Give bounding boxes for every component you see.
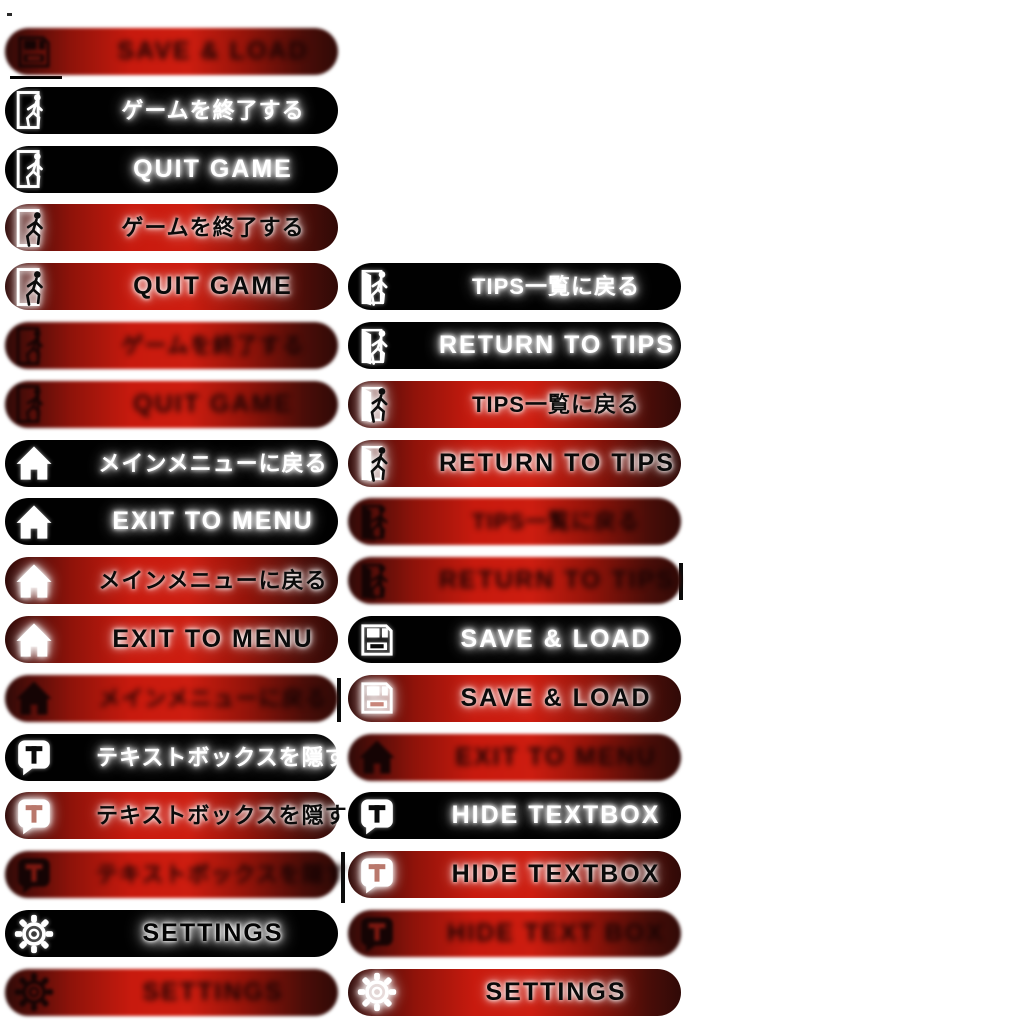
home-icon [16,446,52,480]
button-hide-textbox-en-pressed[interactable]: HIDE TEXT BOX [348,910,681,957]
button-label: メインメニューに戻る [98,685,328,711]
button-label: メインメニューに戻る [98,568,328,594]
button-exit-menu-ja-hover[interactable]: メインメニューに戻る [5,557,338,605]
home-icon [16,505,52,539]
button-return-tips-ja[interactable]: TIPS一覧に戻る [348,263,681,311]
button-exit-menu-en-pressed[interactable]: EXIT TO MENU [348,733,681,781]
button-label: メインメニューに戻る [98,450,328,476]
button-hide-textbox-ja-hover[interactable]: テキストボックスを隠す [5,792,347,840]
button-quit-game-ja-pressed[interactable]: ゲームを終了する [5,322,338,369]
gear-icon [14,973,54,1012]
button-label: TIPS一覧に戻る [472,391,640,417]
button-label: SAVE & LOAD [117,37,309,65]
button-return-tips-ja-hover[interactable]: TIPS一覧に戻る [348,380,681,428]
button-label: EXIT TO MENU [455,742,657,771]
button-label: QUIT GAME [133,154,293,183]
button-exit-menu-ja-pressed[interactable]: メインメニューに戻る [5,674,338,722]
button-label: SETTINGS [485,977,627,1006]
button-exit-menu-en[interactable]: EXIT TO MENU [5,498,338,546]
floppy-icon [361,623,393,656]
button-label: テキストボックスを隠す [96,803,348,829]
door-open-icon [361,446,388,482]
door-open-icon [361,504,388,541]
button-settings-pressed[interactable]: SETTINGS [5,968,338,1016]
exit-door-icon [16,385,43,424]
exit-door-icon [16,326,43,365]
home-icon [16,681,52,715]
button-return-tips-en-pressed[interactable]: RETURN TO TIPS [348,557,681,605]
exit-door-icon [16,208,43,247]
floppy-icon [361,682,393,714]
button-label: RETURN TO TIPS [439,448,675,477]
button-label: ゲームを終了する [121,215,305,241]
button-label: TIPS一覧に戻る [472,509,640,535]
button-label: HIDE TEXT BOX [447,919,665,947]
floppy-icon [18,35,50,68]
button-save-load-hover[interactable]: SAVE & LOAD [348,674,681,722]
door-open-icon [361,269,388,306]
button-settings-hover[interactable]: SETTINGS [348,968,681,1016]
button-label: HIDE TEXTBOX [451,801,661,830]
textbox-icon [361,916,393,952]
button-label: HIDE TEXTBOX [451,860,661,889]
button-return-tips-en-hover[interactable]: RETURN TO TIPS [348,439,681,487]
door-open-icon [361,328,388,365]
exit-door-icon [16,150,43,189]
exit-door-icon [16,91,43,130]
sprite-artifact-sliver [679,563,683,600]
textbox-icon [361,799,393,835]
button-label: QUIT GAME [133,389,293,418]
button-label: RETURN TO TIPS [439,331,675,359]
button-quit-game-en-pressed[interactable]: QUIT GAME [5,380,338,428]
button-hide-textbox-en-hover[interactable]: HIDE TEXTBOX [348,851,681,899]
button-exit-menu-en-hover[interactable]: EXIT TO MENU [5,616,338,663]
button-save-load[interactable]: SAVE & LOAD [348,616,681,663]
button-exit-menu-ja[interactable]: メインメニューに戻る [5,439,338,487]
sprite-artifact-sliver [341,852,345,903]
button-return-tips-en[interactable]: RETURN TO TIPS [348,322,681,369]
gear-icon [357,973,397,1012]
sprite-artifact-tick [7,13,12,16]
button-quit-game-ja[interactable]: ゲームを終了する [5,86,338,134]
home-icon [16,622,52,657]
button-label: ゲームを終了する [121,333,305,358]
button-label: EXIT TO MENU [112,625,314,653]
gear-icon [14,914,54,953]
door-open-icon [361,387,388,424]
button-label: RETURN TO TIPS [439,566,675,595]
button-label: テキストボックスを隠す [96,744,348,770]
door-open-icon [361,563,388,600]
button-hide-textbox-ja-pressed[interactable]: テキストボックスを隠す [5,851,347,899]
button-settings[interactable]: SETTINGS [5,910,338,957]
button-hide-textbox-ja[interactable]: テキストボックスを隠す [5,733,347,781]
sprite-artifact-underline [10,76,62,79]
button-label: SAVE & LOAD [460,683,652,712]
button-label: EXIT TO MENU [112,507,314,536]
textbox-icon [18,799,50,835]
button-quit-game-ja-hover[interactable]: ゲームを終了する [5,204,338,252]
button-return-tips-ja-pressed[interactable]: TIPS一覧に戻る [348,498,681,546]
button-label: TIPS一覧に戻る [472,274,640,300]
home-icon [16,564,52,598]
button-hide-textbox-en[interactable]: HIDE TEXTBOX [348,792,681,840]
button-quit-game-en-hover[interactable]: QUIT GAME [5,263,338,311]
button-label: ゲームを終了する [121,97,305,123]
home-icon [359,740,395,774]
button-label: SETTINGS [142,977,284,1006]
textbox-icon [18,740,50,776]
button-save-load-pressed[interactable]: SAVE & LOAD [5,28,338,75]
textbox-icon [361,858,393,894]
button-label: テキストボックスを隠す [96,862,348,888]
textbox-icon [18,858,50,894]
button-label: SAVE & LOAD [460,625,652,653]
button-label: QUIT GAME [133,272,293,301]
button-quit-game-en[interactable]: QUIT GAME [5,145,338,193]
button-label: SETTINGS [142,919,284,947]
sprite-artifact-sliver [337,678,341,722]
exit-door-icon [16,267,43,306]
